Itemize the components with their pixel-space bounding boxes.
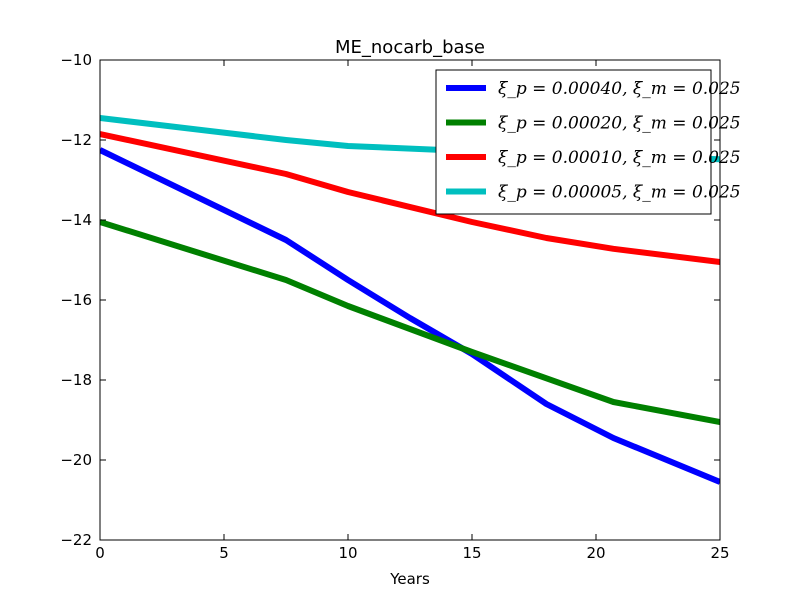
legend-label-3: ξ_p = 0.00010, ξ_m = 0.025 (498, 148, 741, 168)
series-layer (100, 115, 720, 485)
y-tick-label: −22 (60, 531, 92, 549)
series-line-1 (100, 147, 720, 485)
legend-label-1: ξ_p = 0.00040, ξ_m = 0.025 (498, 79, 741, 99)
y-tick-label: −14 (60, 211, 92, 229)
ticks-layer: 0 5 10 15 20 25 −22 −20 −18 −16 −14 −12 −10 (60, 51, 729, 562)
y-tick-label: −12 (60, 131, 92, 149)
y-tick-label: −20 (60, 451, 92, 469)
x-tick-label: 10 (338, 544, 357, 562)
x-tick-label: 25 (710, 544, 729, 562)
series-line-3 (100, 131, 720, 265)
x-axis-label: Years (389, 570, 430, 588)
y-tick-label: −18 (60, 371, 92, 389)
legend: ξ_p = 0.00040, ξ_m = 0.025 ξ_p = 0.00020,… (435, 69, 741, 215)
legend-label-4: ξ_p = 0.00005, ξ_m = 0.025 (498, 183, 741, 203)
legend-label-2: ξ_p = 0.00020, ξ_m = 0.025 (498, 114, 741, 134)
x-tick-label: 5 (219, 544, 229, 562)
y-tick-label: −10 (60, 51, 92, 69)
x-tick-label: 15 (462, 544, 481, 562)
y-tick-label: −16 (60, 291, 92, 309)
chart-title: ME_nocarb_base (335, 37, 485, 58)
x-tick-label: 0 (95, 544, 105, 562)
x-tick-label: 20 (586, 544, 605, 562)
series-line-2 (100, 219, 720, 425)
